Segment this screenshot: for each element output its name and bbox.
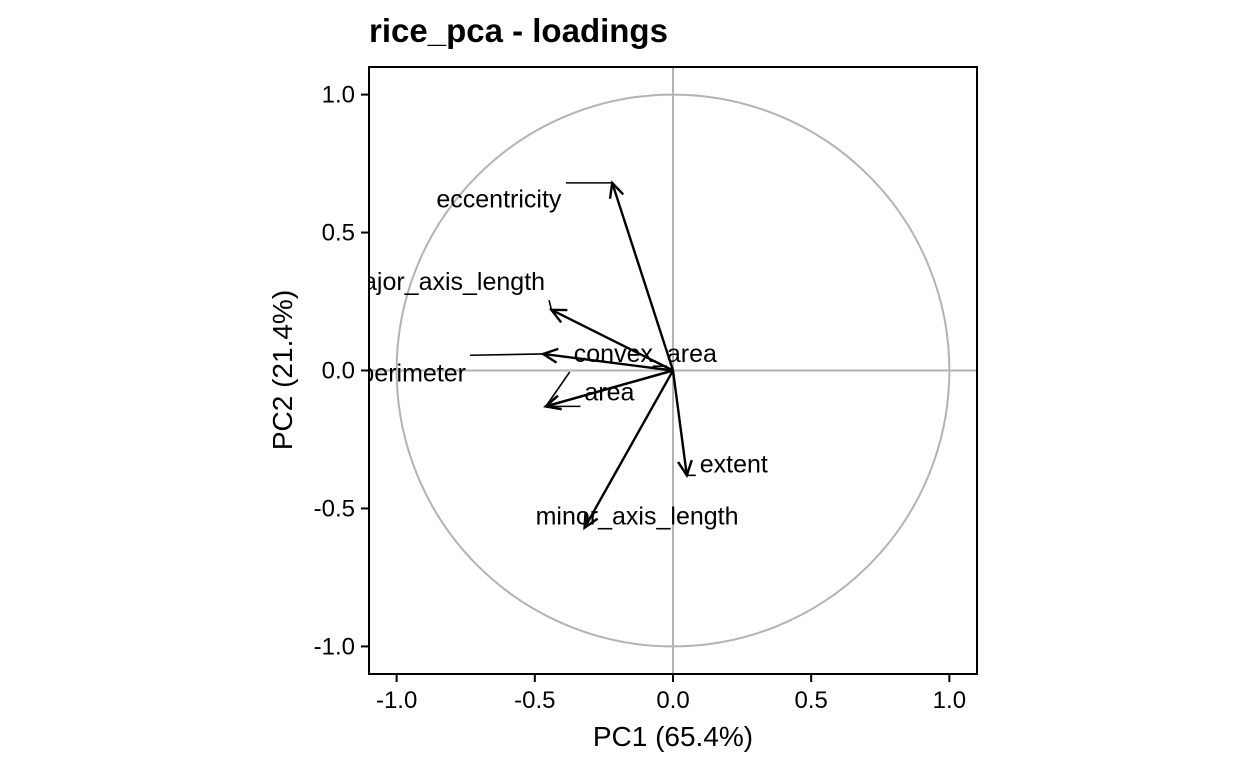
y-tick-label: -0.5 — [314, 495, 355, 522]
label-leader-line — [470, 353, 544, 357]
loading-label: area — [584, 379, 634, 407]
plot-panel: eccentricity major_axis_length perimeter co… — [342, 66, 978, 675]
y-tick-label: 1.0 — [322, 82, 355, 109]
loading-area: area — [543, 369, 674, 411]
loading-label: major_axis_length — [342, 268, 545, 296]
loading-label: eccentricity — [436, 185, 562, 213]
x-axis: -1.0 -0.5 0.0 0.5 1.0 — [376, 674, 966, 714]
x-axis-title: PC1 (65.4%) — [593, 721, 753, 752]
loading-label: extent — [700, 450, 768, 478]
y-tick-label: -1.0 — [314, 633, 355, 660]
loading-minor-axis-length: minor_axis_length — [536, 369, 739, 531]
loading-eccentricity: eccentricity — [436, 180, 675, 371]
loading-label: minor_axis_length — [536, 503, 739, 531]
x-tick-label: 1.0 — [933, 687, 966, 714]
arrow-head — [583, 511, 599, 531]
y-axis-title: PC2 (21.4%) — [267, 290, 298, 450]
label-leader-line — [545, 371, 571, 407]
unit-circle — [395, 93, 951, 648]
label-leader-line — [548, 300, 553, 310]
loading-arrow — [671, 370, 689, 476]
loading-label: perimeter — [360, 359, 466, 387]
y-tick-label: 0.5 — [322, 220, 355, 247]
loading-arrow — [545, 369, 674, 408]
y-tick-label: 0.0 — [322, 358, 355, 385]
loading-label: convex_area — [574, 340, 717, 368]
y-axis: -1.0 -0.5 0.0 0.5 1.0 — [314, 82, 369, 660]
x-tick-label: 0.5 — [794, 687, 827, 714]
x-tick-label: -1.0 — [376, 687, 417, 714]
loading-extent: extent — [671, 370, 768, 479]
loading-perimeter: perimeter — [360, 347, 674, 387]
loading-arrow — [611, 182, 675, 371]
loading-arrow — [583, 369, 675, 529]
loading-arrow — [550, 308, 674, 372]
arrow-head — [677, 459, 693, 479]
x-tick-label: -0.5 — [514, 687, 555, 714]
loading-major-axis-length: major_axis_length — [342, 268, 674, 372]
loading-arrow — [542, 352, 674, 372]
x-tick-label: 0.0 — [656, 687, 689, 714]
chart-title: rice_pca - loadings — [369, 12, 668, 49]
